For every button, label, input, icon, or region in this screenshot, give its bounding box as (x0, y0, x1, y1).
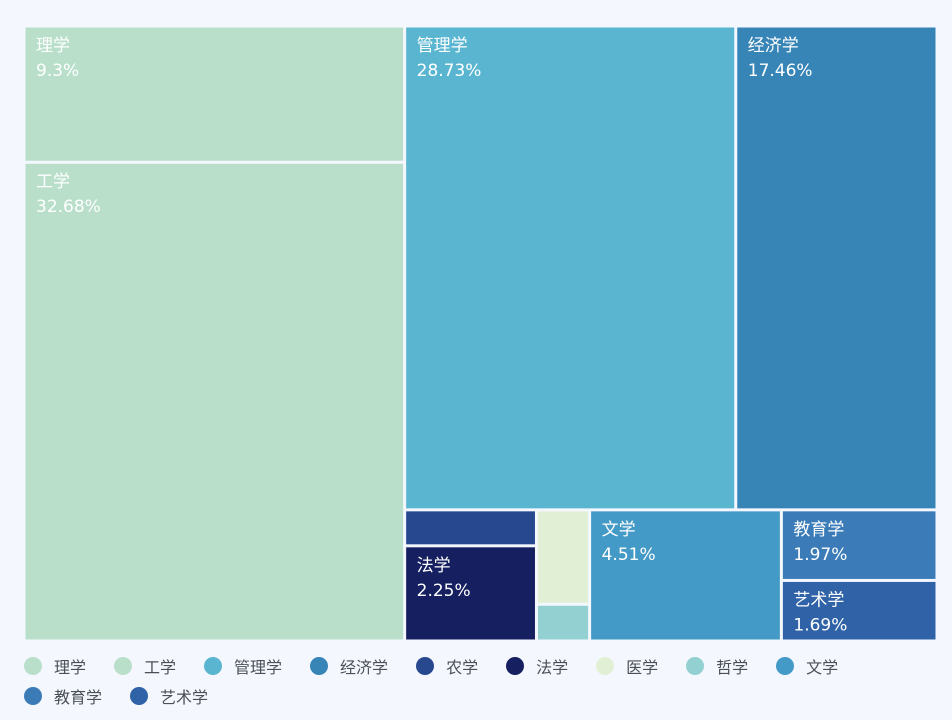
legend-swatch (204, 657, 223, 675)
treemap-tile-3[interactable]: 经济学 17.46% (737, 27, 936, 509)
treemap-name-label: 理学 (36, 36, 70, 56)
treemap-rect-2[interactable] (406, 27, 735, 509)
legend-swatch (686, 657, 705, 675)
treemap-value-label: 1.69% (793, 615, 847, 635)
legend-item-1[interactable]: 工学 (114, 654, 176, 678)
treemap-value-label: 32.68% (36, 197, 101, 217)
legend-label: 经济学 (340, 658, 389, 677)
treemap-tile-0[interactable]: 理学 9.3% (25, 27, 404, 161)
treemap-tile-7[interactable] (537, 605, 589, 640)
legend-swatch (24, 657, 42, 675)
treemap-rect-3[interactable] (737, 27, 936, 509)
treemap-value-label: 4.51% (602, 545, 656, 565)
treemap-tile-8[interactable]: 文学 4.51% (591, 511, 780, 640)
treemap-tile-6[interactable] (537, 511, 589, 603)
legend-label: 哲学 (716, 658, 749, 677)
legend-swatch (416, 657, 435, 675)
treemap-rect-8[interactable] (591, 511, 780, 640)
treemap-rect-10[interactable] (782, 581, 936, 640)
legend-label: 文学 (806, 658, 839, 677)
legend-item-4[interactable]: 农学 (416, 654, 478, 678)
legend-swatch (596, 657, 615, 675)
treemap-name-label: 经济学 (748, 36, 799, 56)
treemap-rect-5[interactable] (406, 547, 535, 640)
treemap-value-label: 2.25% (417, 581, 471, 601)
legend-label: 工学 (144, 658, 177, 677)
legend-label: 农学 (446, 658, 479, 677)
legend-item-9[interactable]: 教育学 (24, 684, 102, 708)
legend-label: 教育学 (54, 688, 103, 707)
treemap-value-label: 1.97% (793, 545, 847, 565)
legend-item-10[interactable]: 艺术学 (130, 684, 208, 708)
legend-swatch (506, 657, 525, 675)
treemap-tile-5[interactable]: 法学 2.25% (406, 547, 535, 640)
legend-item-3[interactable]: 经济学 (310, 654, 388, 678)
treemap-name-label: 艺术学 (793, 590, 844, 610)
treemap-value-label: 17.46% (748, 61, 813, 81)
treemap-name-label: 法学 (417, 556, 451, 576)
legend-label: 艺术学 (160, 688, 209, 707)
legend-label: 理学 (54, 658, 87, 677)
legend-swatch (24, 687, 42, 705)
legend-swatch (130, 687, 149, 705)
legend-item-8[interactable]: 文学 (776, 654, 838, 678)
legend-swatch (776, 657, 795, 675)
legend-item-0[interactable]: 理学 (24, 654, 86, 678)
treemap-rect-6[interactable] (537, 511, 589, 603)
treemap-value-label: 9.3% (36, 61, 79, 81)
legend-label: 管理学 (234, 658, 283, 677)
legend-item-5[interactable]: 法学 (506, 654, 568, 678)
treemap-rect-1[interactable] (25, 163, 404, 640)
treemap-chart: 理学 9.3% 工学 32.68% 管理学 28.73% 经济学 17.46% 法学 2.25% 文… (25, 27, 936, 640)
treemap-tile-4[interactable] (406, 511, 535, 545)
legend-swatch (310, 657, 329, 675)
treemap-rect-9[interactable] (782, 511, 936, 579)
treemap-tile-1[interactable]: 工学 32.68% (25, 163, 404, 640)
treemap-name-label: 管理学 (417, 36, 468, 56)
chart-legend: 理学 工学 管理学 经济学 农学 法学 医学 哲学 文学教育学 艺术学 (24, 654, 924, 708)
treemap-rect-0[interactable] (25, 27, 404, 161)
treemap-tile-9[interactable]: 教育学 1.97% (782, 511, 936, 579)
legend-label: 法学 (536, 658, 569, 677)
treemap-value-label: 28.73% (417, 61, 482, 81)
treemap-name-label: 文学 (602, 520, 636, 540)
treemap-name-label: 教育学 (793, 520, 844, 540)
legend-swatch (114, 657, 133, 675)
legend-item-7[interactable]: 哲学 (686, 654, 748, 678)
legend-label: 医学 (626, 658, 659, 677)
treemap-tile-2[interactable]: 管理学 28.73% (406, 27, 735, 509)
treemap-rect-4[interactable] (406, 511, 535, 545)
treemap-tile-10[interactable]: 艺术学 1.69% (782, 581, 936, 640)
legend-item-6[interactable]: 医学 (596, 654, 658, 678)
treemap-name-label: 工学 (36, 172, 70, 192)
treemap-rect-7[interactable] (537, 605, 589, 640)
legend-item-2[interactable]: 管理学 (204, 654, 282, 678)
